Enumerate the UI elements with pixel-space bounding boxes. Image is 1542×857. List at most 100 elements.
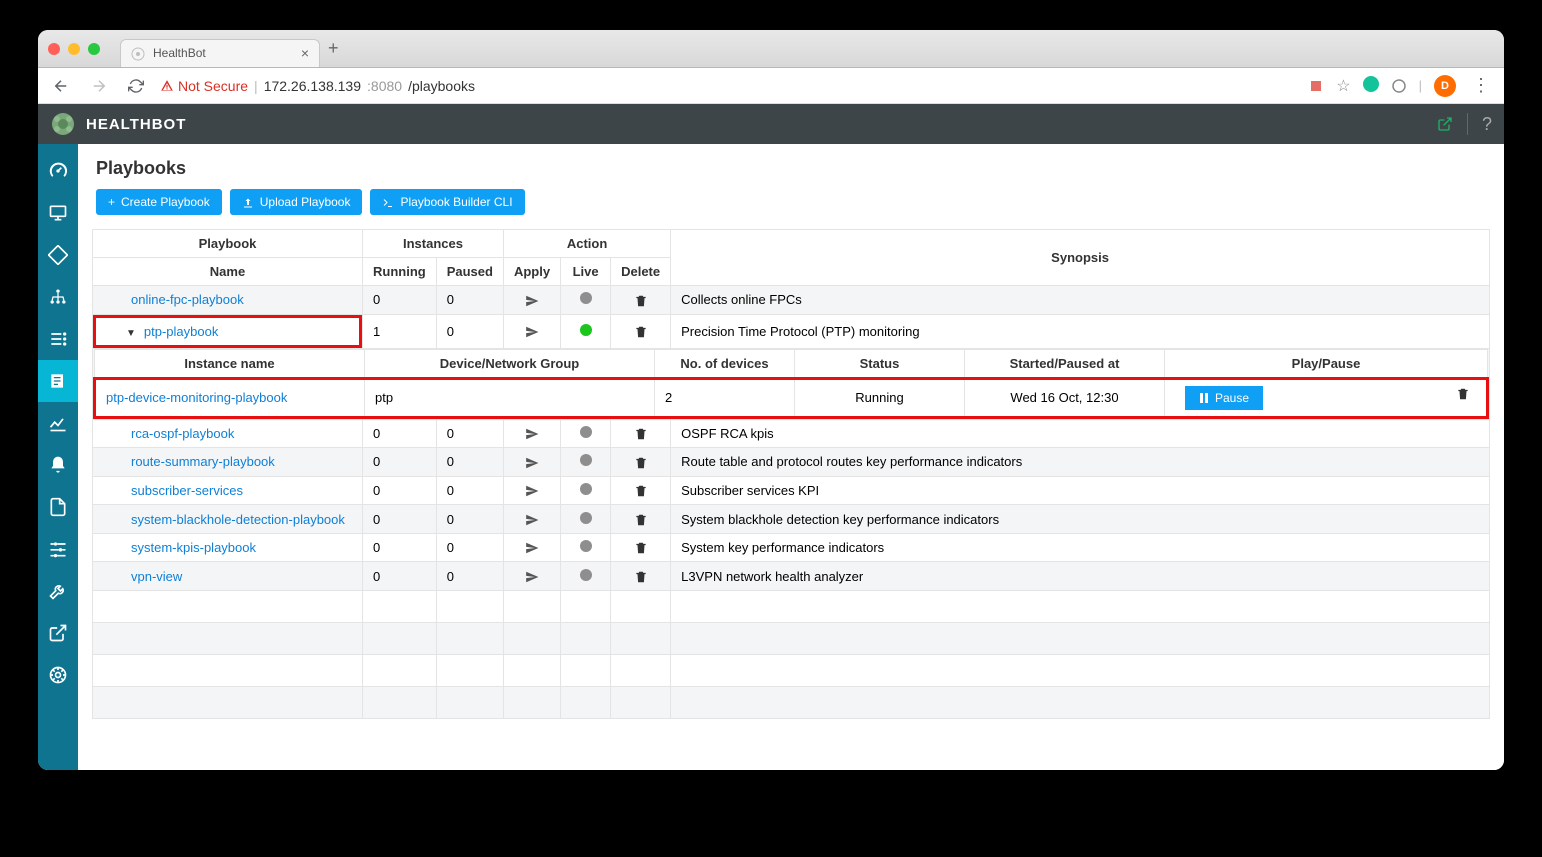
sidebar-groups[interactable] bbox=[38, 234, 78, 276]
address-bar: Not Secure | 172.26.138.139:8080/playboo… bbox=[38, 68, 1504, 104]
create-playbook-button[interactable]: + Create Playbook bbox=[96, 189, 222, 215]
app-logo-icon bbox=[50, 111, 76, 137]
col-live: Live bbox=[561, 258, 611, 286]
playbook-link[interactable]: vpn-view bbox=[131, 569, 182, 584]
delete-icon[interactable] bbox=[634, 483, 648, 498]
extension-circle-icon[interactable] bbox=[1391, 77, 1407, 94]
apply-icon[interactable] bbox=[525, 426, 539, 441]
col-action: Action bbox=[503, 230, 670, 258]
playbook-link[interactable]: system-kpis-playbook bbox=[131, 540, 256, 555]
empty-row bbox=[93, 590, 1490, 622]
grammarly-icon[interactable] bbox=[1363, 76, 1379, 95]
security-warning-icon: Not Secure bbox=[160, 78, 248, 94]
url-field[interactable]: Not Secure | 172.26.138.139:8080/playboo… bbox=[160, 78, 1296, 94]
pause-button[interactable]: Pause bbox=[1185, 386, 1263, 410]
sidebar-alerts[interactable] bbox=[38, 444, 78, 486]
apply-icon[interactable] bbox=[525, 454, 539, 469]
sidebar-tools[interactable] bbox=[38, 570, 78, 612]
minimize-window[interactable] bbox=[68, 43, 80, 55]
playbook-link[interactable]: subscriber-services bbox=[131, 483, 243, 498]
menu-icon[interactable]: ⋮ bbox=[1468, 73, 1494, 98]
col-synopsis: Synopsis bbox=[671, 230, 1490, 286]
playbook-link[interactable]: ptp-playbook bbox=[144, 324, 218, 339]
create-label: Create Playbook bbox=[121, 195, 210, 209]
delete-icon[interactable] bbox=[634, 568, 648, 583]
delete-icon[interactable] bbox=[634, 511, 648, 526]
table-row: vpn-view 0 0 L3VPN network health analyz… bbox=[93, 562, 1490, 591]
col-instance-name: Instance name bbox=[95, 349, 365, 378]
upload-playbook-button[interactable]: Upload Playbook bbox=[230, 189, 363, 215]
apply-icon[interactable] bbox=[525, 483, 539, 498]
delete-icon[interactable] bbox=[634, 540, 648, 555]
table-row: ▼ptp-playbook 1 0 Precision Time Protoco… bbox=[93, 314, 1490, 348]
live-status-dot bbox=[580, 324, 592, 336]
playbook-link[interactable]: rca-ospf-playbook bbox=[131, 426, 234, 441]
sidebar-dashboard[interactable] bbox=[38, 150, 78, 192]
apply-icon[interactable] bbox=[525, 540, 539, 555]
delete-icon[interactable] bbox=[634, 454, 648, 469]
action-button-row: + Create Playbook Upload Playbook Playboo… bbox=[78, 189, 1504, 229]
help-icon[interactable]: ? bbox=[1482, 114, 1492, 135]
external-link-icon[interactable] bbox=[1437, 115, 1453, 133]
toolbar-right: ☆ | D ⋮ bbox=[1308, 73, 1494, 98]
playbooks-table: Playbook Instances Action Synopsis Name … bbox=[92, 229, 1490, 719]
col-playpause: Play/Pause bbox=[1165, 349, 1488, 378]
close-tab-icon[interactable]: × bbox=[301, 45, 309, 61]
live-status-dot bbox=[580, 540, 592, 552]
delete-icon[interactable] bbox=[634, 292, 648, 307]
col-apply: Apply bbox=[503, 258, 560, 286]
live-status-dot bbox=[580, 454, 592, 466]
live-status-dot bbox=[580, 483, 592, 495]
apply-icon[interactable] bbox=[525, 323, 539, 338]
table-row: subscriber-services 0 0 Subscriber servi… bbox=[93, 476, 1490, 505]
sidebar bbox=[38, 144, 78, 770]
extension-icon[interactable] bbox=[1308, 77, 1324, 94]
sidebar-reports[interactable] bbox=[38, 486, 78, 528]
playbook-link[interactable]: system-blackhole-detection-playbook bbox=[131, 512, 345, 527]
browser-window: HealthBot × + Not Secure | 172.26.138.13… bbox=[38, 30, 1504, 770]
favicon-icon bbox=[131, 46, 145, 60]
apply-icon[interactable] bbox=[525, 292, 539, 307]
live-status-dot bbox=[580, 512, 592, 524]
instance-link[interactable]: ptp-device-monitoring-playbook bbox=[106, 390, 287, 405]
back-button[interactable] bbox=[48, 73, 74, 98]
sidebar-analytics[interactable] bbox=[38, 402, 78, 444]
sidebar-devices[interactable] bbox=[38, 192, 78, 234]
forward-button[interactable] bbox=[86, 73, 112, 98]
profile-avatar[interactable]: D bbox=[1434, 75, 1456, 97]
browser-tab[interactable]: HealthBot × bbox=[120, 39, 320, 67]
url-port: :8080 bbox=[367, 78, 402, 94]
sidebar-rules[interactable] bbox=[38, 318, 78, 360]
page-title: Playbooks bbox=[78, 144, 1504, 189]
plus-icon: + bbox=[108, 195, 115, 209]
col-status: Status bbox=[795, 349, 965, 378]
reload-button[interactable] bbox=[124, 73, 148, 98]
apply-icon[interactable] bbox=[525, 568, 539, 583]
new-tab-button[interactable]: + bbox=[328, 38, 339, 59]
maximize-window[interactable] bbox=[88, 43, 100, 55]
delete-icon[interactable] bbox=[634, 323, 648, 338]
sidebar-export[interactable] bbox=[38, 612, 78, 654]
playbook-link[interactable]: online-fpc-playbook bbox=[131, 292, 244, 307]
sidebar-help[interactable] bbox=[38, 654, 78, 696]
upload-label: Upload Playbook bbox=[260, 195, 351, 209]
table-row: online-fpc-playbook 0 0 Collects online … bbox=[93, 286, 1490, 315]
playbook-link[interactable]: route-summary-playbook bbox=[131, 454, 275, 469]
traffic-lights bbox=[48, 43, 100, 55]
delete-icon[interactable] bbox=[634, 426, 648, 441]
instance-row: ptp-device-monitoring-playbook ptp 2 Run… bbox=[95, 378, 1488, 417]
col-group: Device/Network Group bbox=[365, 349, 655, 378]
col-playbook: Playbook bbox=[93, 230, 363, 258]
bookmark-star-icon[interactable]: ☆ bbox=[1336, 76, 1350, 96]
playbook-cli-button[interactable]: Playbook Builder CLI bbox=[370, 189, 524, 215]
empty-row bbox=[93, 622, 1490, 654]
delete-instance-icon[interactable] bbox=[1456, 386, 1470, 402]
close-window[interactable] bbox=[48, 43, 60, 55]
table-row: rca-ospf-playbook 0 0 OSPF RCA kpis bbox=[93, 419, 1490, 448]
sidebar-settings[interactable] bbox=[38, 528, 78, 570]
sidebar-network[interactable] bbox=[38, 276, 78, 318]
apply-icon[interactable] bbox=[525, 511, 539, 526]
sidebar-playbooks[interactable] bbox=[38, 360, 78, 402]
cli-label: Playbook Builder CLI bbox=[400, 195, 512, 209]
titlebar: HealthBot × + bbox=[38, 30, 1504, 68]
